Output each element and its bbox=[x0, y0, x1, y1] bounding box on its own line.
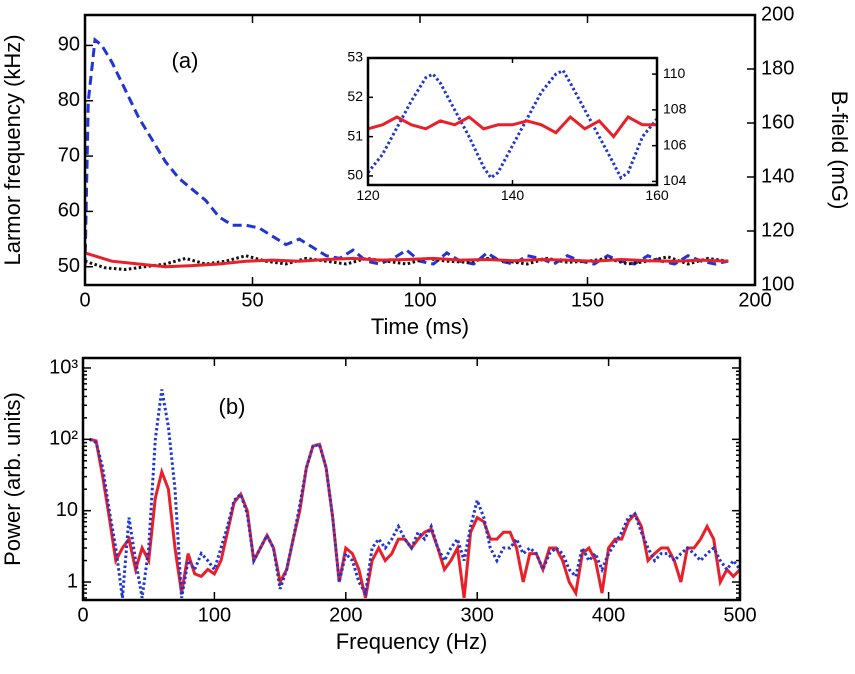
x-tick-label: 200 bbox=[329, 604, 362, 626]
x-tick-label: 120 bbox=[356, 187, 380, 203]
plot-frame bbox=[81, 356, 742, 602]
y2-tick-label: 180 bbox=[761, 57, 794, 79]
x-tick-label: 160 bbox=[645, 187, 669, 203]
y-tick-label: 90 bbox=[58, 34, 80, 56]
y2-tick-label: 106 bbox=[663, 136, 687, 152]
y2-tick-label: 100 bbox=[761, 273, 794, 295]
y2-tick-label: 104 bbox=[663, 172, 687, 188]
data-line bbox=[368, 114, 657, 139]
plot-area bbox=[368, 58, 657, 185]
y-tick-label: 50 bbox=[347, 167, 363, 183]
x-tick-label: 0 bbox=[77, 604, 88, 626]
y-tick-label: 10 bbox=[56, 499, 78, 521]
y-axis-label: Larmor frequency (kHz) bbox=[0, 34, 25, 265]
y-tick-label: 50 bbox=[58, 255, 80, 277]
panel-label: (a) bbox=[172, 48, 199, 73]
x-tick-label: 300 bbox=[461, 604, 494, 626]
panel-label: (b) bbox=[219, 394, 246, 419]
x-tick-label: 200 bbox=[738, 289, 771, 311]
y-tick-label: 1 bbox=[67, 570, 78, 592]
x-tick-label: 500 bbox=[723, 604, 756, 626]
y-axis-label: Power (arb. units) bbox=[0, 392, 25, 566]
data-line bbox=[85, 251, 729, 269]
y2-tick-label: 200 bbox=[761, 3, 794, 25]
y2-tick-label: 160 bbox=[761, 111, 794, 133]
data-line bbox=[85, 254, 729, 272]
x-tick-label: 140 bbox=[501, 187, 525, 203]
x-tick-label: 100 bbox=[403, 289, 436, 311]
y-tick-label: 52 bbox=[347, 88, 363, 104]
x-tick-label: 0 bbox=[79, 289, 90, 311]
y-tick-label: 53 bbox=[347, 49, 363, 65]
y2-tick-label: 108 bbox=[663, 101, 687, 117]
y2-tick-label: 140 bbox=[761, 165, 794, 187]
x-axis-label: Time (ms) bbox=[371, 314, 469, 339]
x-tick-label: 100 bbox=[198, 604, 231, 626]
y2-tick-label: 110 bbox=[663, 65, 686, 81]
y-tick-label: 10³ bbox=[49, 356, 78, 378]
y-tick-label: 80 bbox=[58, 89, 80, 111]
y-tick-label: 51 bbox=[347, 127, 363, 143]
x-tick-label: 50 bbox=[241, 289, 263, 311]
y2-axis-label: B-field (mG) bbox=[827, 91, 852, 210]
data-line bbox=[368, 68, 657, 181]
y2-tick-label: 120 bbox=[761, 219, 794, 241]
y-tick-label: 60 bbox=[58, 200, 80, 222]
x-axis-label: Frequency (Hz) bbox=[336, 629, 488, 654]
y-tick-label: 70 bbox=[58, 144, 80, 166]
data-line bbox=[88, 389, 740, 599]
x-tick-label: 400 bbox=[592, 604, 625, 626]
y-tick-label: 10² bbox=[49, 428, 78, 450]
x-tick-label: 150 bbox=[571, 289, 604, 311]
plot-area bbox=[83, 358, 740, 600]
